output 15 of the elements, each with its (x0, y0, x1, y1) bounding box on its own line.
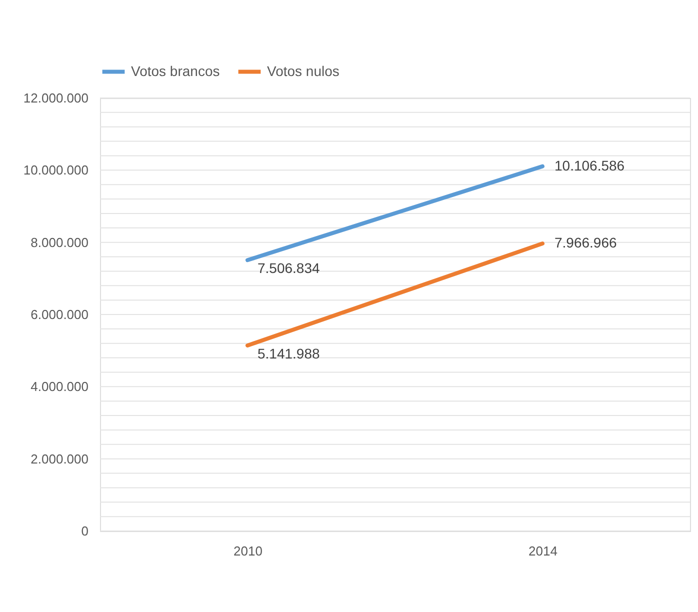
y-tick-label: 12.000.000 (23, 90, 88, 106)
y-tick-label: 4.000.000 (30, 379, 88, 394)
x-tick-label: 2010 (234, 544, 262, 558)
data-label: 5.141.988 (258, 345, 320, 362)
data-label: 7.506.834 (258, 260, 320, 276)
y-tick-label: 2.000.000 (30, 451, 88, 466)
y-tick-label: 0 (81, 524, 88, 538)
x-tick-label: 2014 (528, 544, 558, 558)
y-tick-label: 8.000.000 (30, 234, 88, 250)
y-tick-label: 10.000.000 (23, 162, 88, 178)
data-label: 10.106.586 (554, 157, 625, 174)
legend-label: Votos nulos (267, 62, 340, 79)
data-label: 7.966.966 (554, 234, 617, 251)
legend-label: Votos brancos (131, 62, 220, 79)
y-tick-label: 6.000.000 (30, 307, 88, 322)
